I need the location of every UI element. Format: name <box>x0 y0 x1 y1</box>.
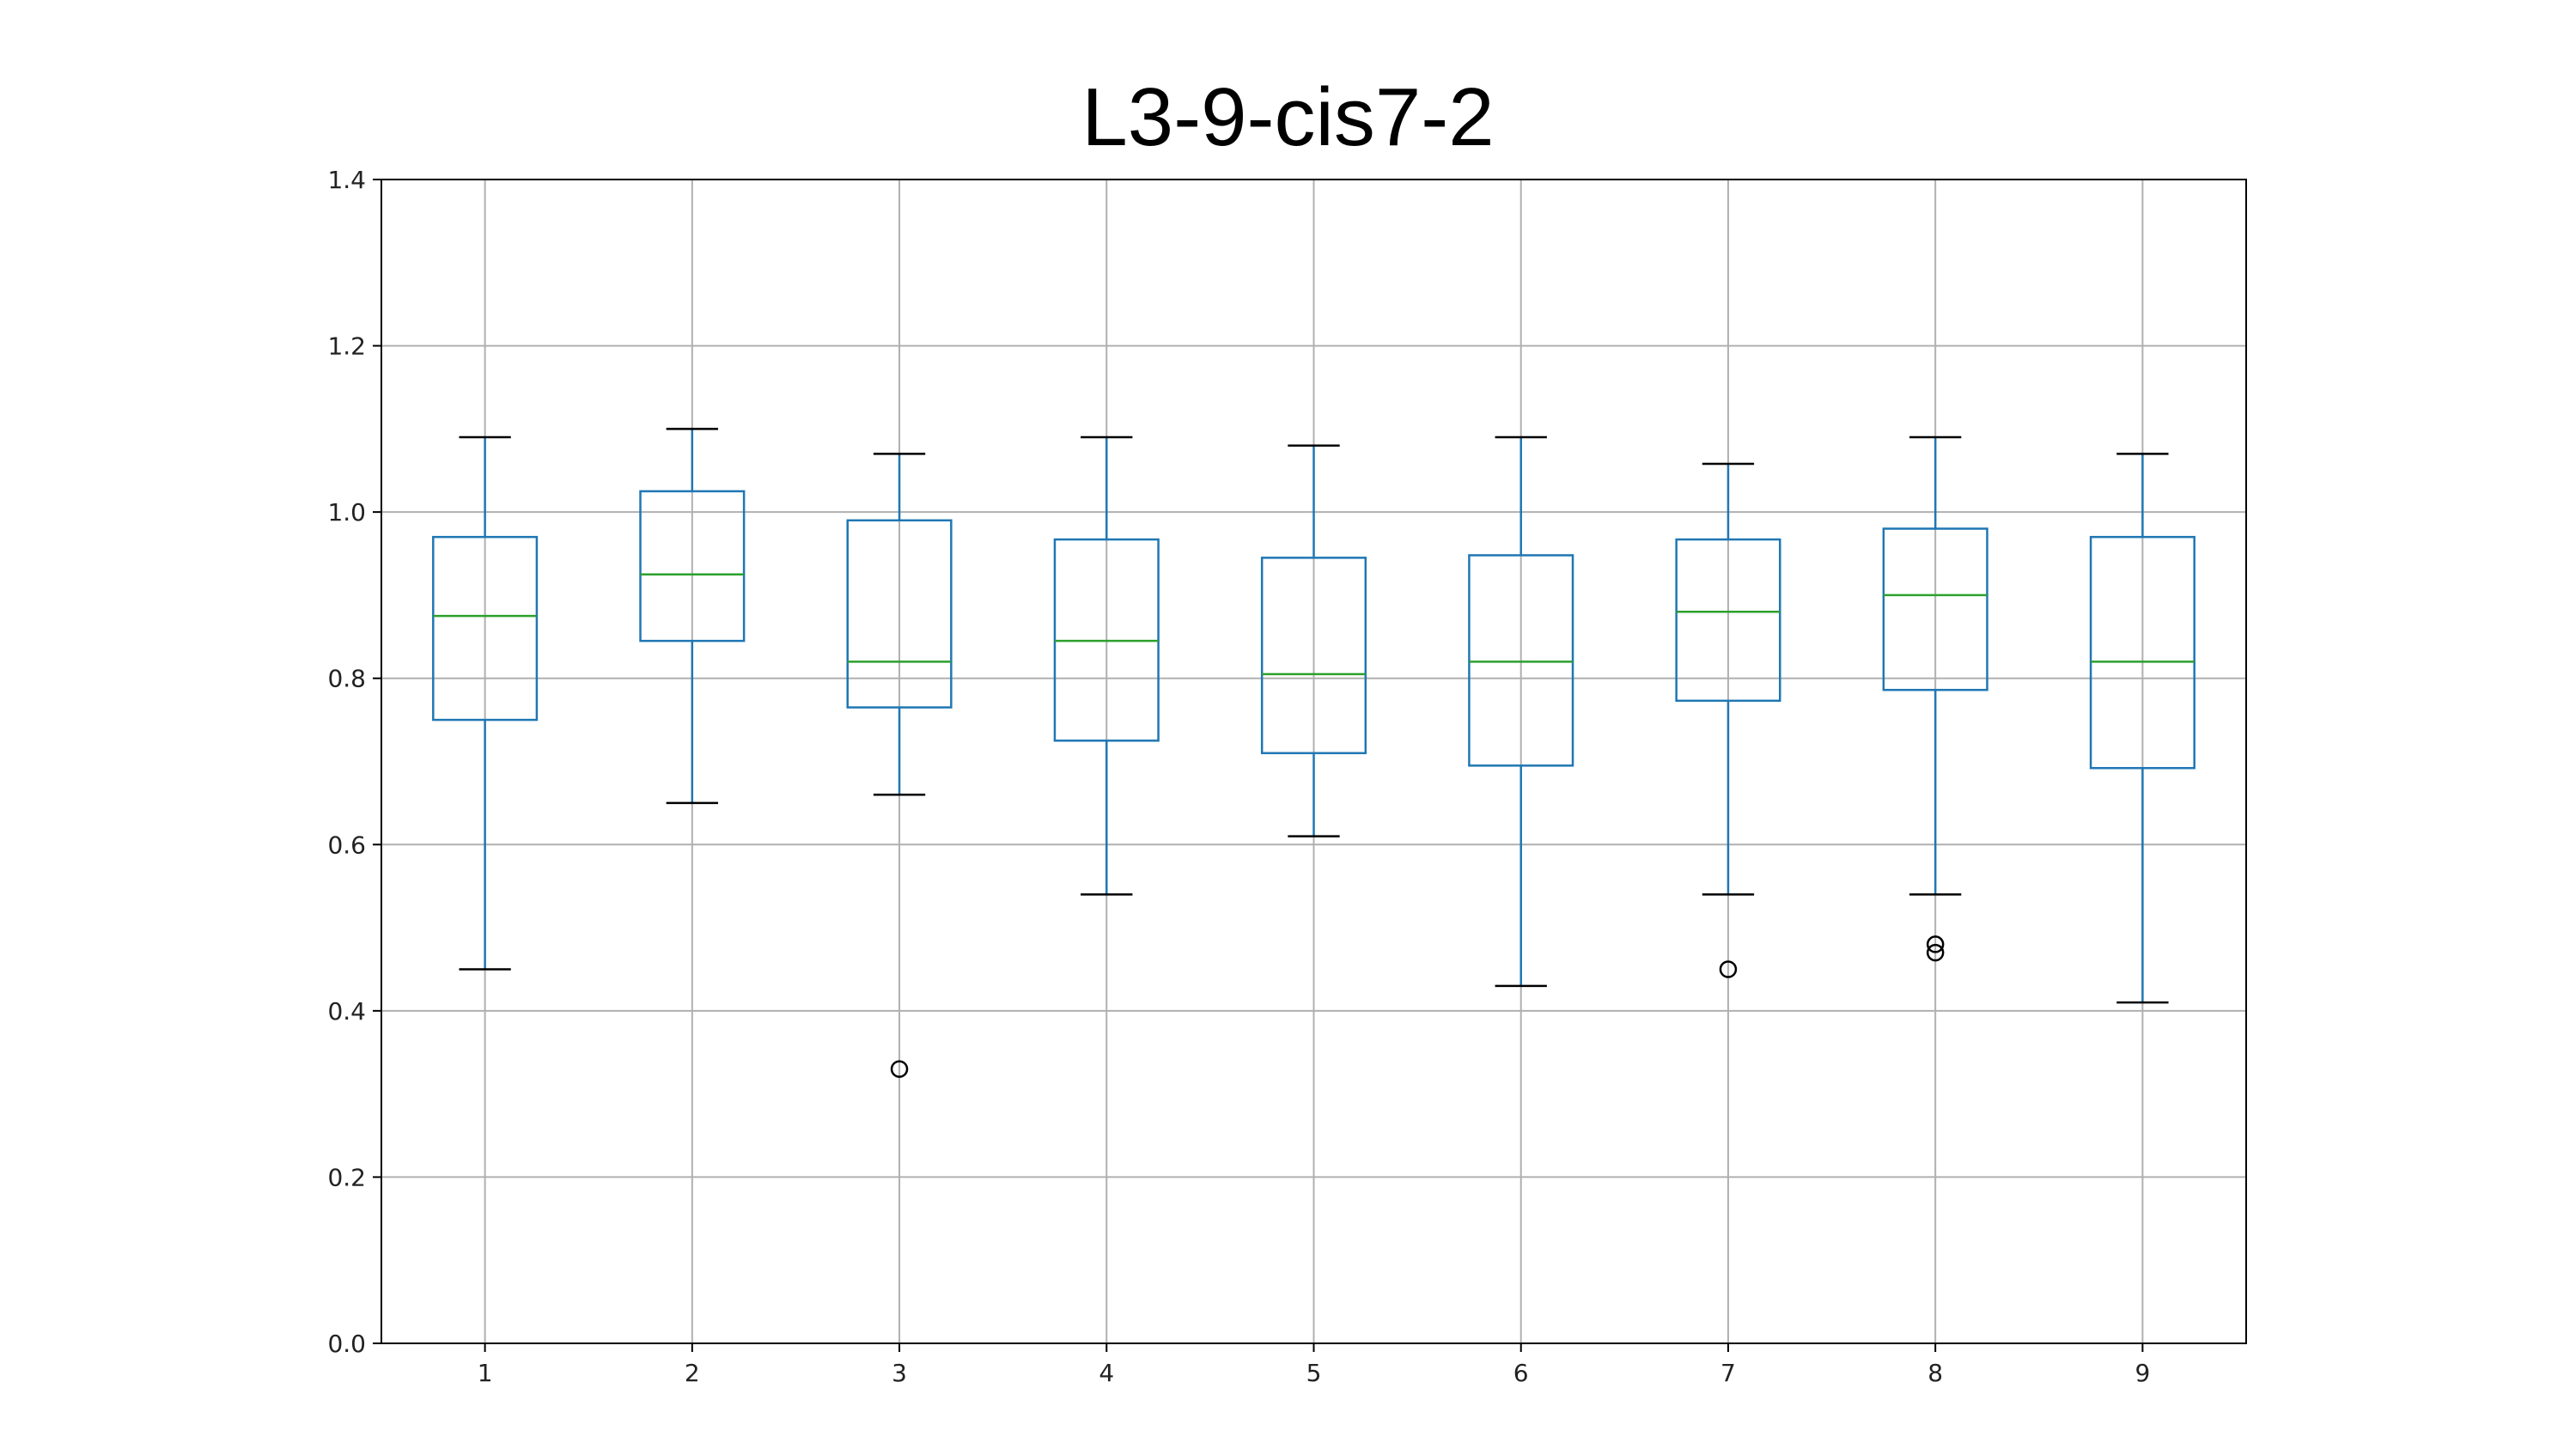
box-layer <box>432 428 2195 1078</box>
y-tick-label: 0.6 <box>327 831 366 859</box>
x-tick-label: 5 <box>1306 1359 1322 1387</box>
outlier-point <box>1926 935 1945 953</box>
box-group-7 <box>1675 462 1781 978</box>
outlier-point <box>890 1060 909 1078</box>
y-tick-label: 1.4 <box>327 166 366 194</box>
iqr-box <box>432 535 539 721</box>
chart-title: L3-9-cis7-2 <box>1081 71 1495 163</box>
x-tick-label: 1 <box>478 1359 493 1387</box>
box-group-4 <box>1053 435 1160 896</box>
box-group-1 <box>432 435 539 971</box>
iqr-box <box>1675 538 1781 703</box>
y-tick-label: 1.0 <box>327 498 366 527</box>
iqr-box <box>1882 527 1988 691</box>
x-tick-label: 3 <box>892 1359 907 1387</box>
box-group-6 <box>1468 435 1574 988</box>
iqr-box <box>639 490 746 642</box>
x-tick-label: 7 <box>1720 1359 1736 1387</box>
x-tick-label: 2 <box>685 1359 700 1387</box>
box-group-9 <box>2089 453 2195 1004</box>
tick-layer: 0.0 0.2 0.4 0.6 0.8 1.0 1.2 1.4 1 2 3 4 5 6 7 8 9 <box>327 166 2150 1387</box>
box-group-8 <box>1882 435 1988 962</box>
y-tick-label: 0.2 <box>327 1163 366 1191</box>
y-tick-label: 0.0 <box>327 1330 366 1358</box>
x-tick-label: 8 <box>1927 1359 1943 1387</box>
outlier-point <box>1719 960 1738 978</box>
iqr-box <box>846 519 953 709</box>
box-group-5 <box>1260 444 1367 837</box>
y-tick-label: 1.2 <box>327 332 366 361</box>
iqr-box <box>1260 557 1367 755</box>
box-group-3 <box>846 453 953 1078</box>
outlier-point <box>1926 943 1945 962</box>
y-tick-label: 0.8 <box>327 665 366 693</box>
iqr-box <box>2089 535 2195 770</box>
x-tick-label: 4 <box>1099 1359 1114 1387</box>
iqr-box <box>1468 554 1574 767</box>
x-tick-label: 6 <box>1513 1359 1529 1387</box>
box-group-2 <box>639 428 746 805</box>
y-tick-label: 0.4 <box>327 997 366 1026</box>
x-tick-label: 9 <box>2134 1359 2150 1387</box>
